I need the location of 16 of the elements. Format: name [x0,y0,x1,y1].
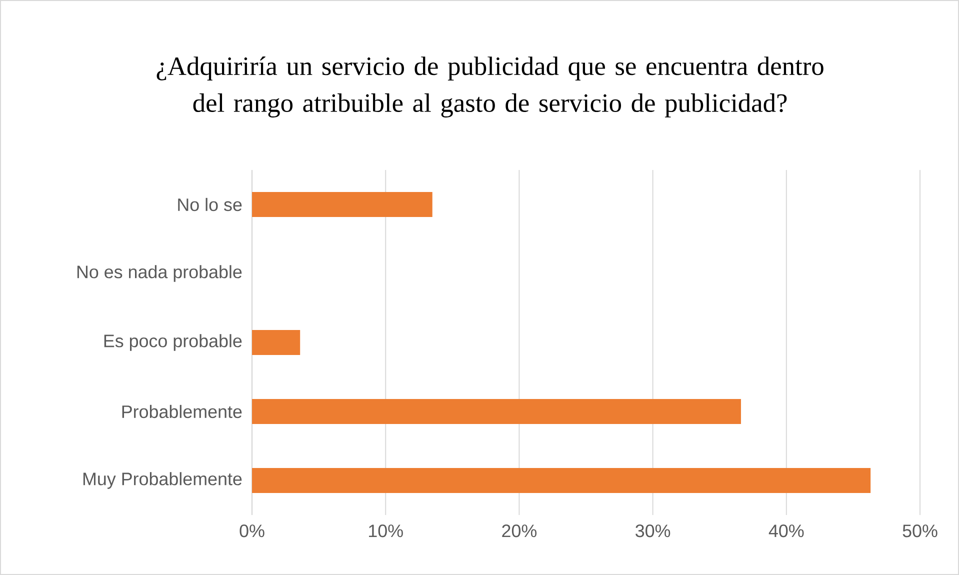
y-tick-label: Muy Probablemente [83,472,242,489]
x-tick-label: 50% [902,524,938,538]
x-tick-label: 30% [636,524,670,538]
y-tick-label: No lo se [178,198,242,212]
y-tick-label: Probablemente [122,404,242,418]
bar [252,399,741,424]
y-tick-label: No es nada probable [77,265,242,282]
x-tick-label: 20% [502,524,537,538]
x-tick-label: 10% [369,524,403,538]
bar [252,330,300,356]
bar [252,468,871,494]
x-tick-label: 0% [240,524,264,538]
chart-title: ¿Adquiriría un servicio de publicidad que se encuentra dentro del rango atribuible al gasto de servicio de publicidad? [156,56,824,118]
x-tick-label: 40% [768,524,804,538]
bar [252,192,432,218]
y-tick-label: Es poco probable [104,334,242,351]
